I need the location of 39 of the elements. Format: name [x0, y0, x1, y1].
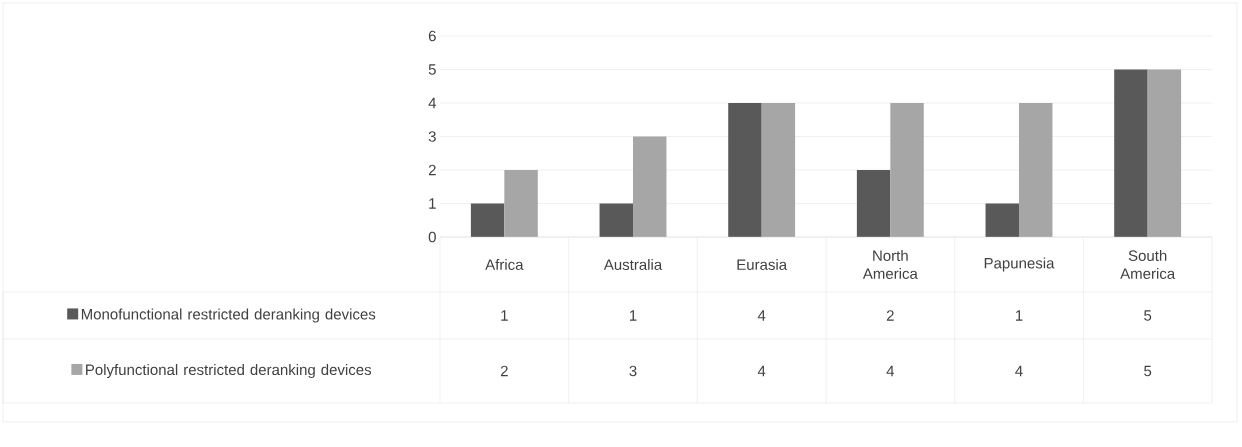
- data-label: 1: [629, 310, 637, 321]
- data-label: 2: [500, 365, 508, 377]
- bar: [1147, 69, 1182, 237]
- bar: [728, 102, 762, 237]
- legend-label: Monofunctional restricted deranking devices: [81, 308, 376, 323]
- bar: [599, 203, 634, 237]
- x-tick-label: Papunesia: [984, 257, 1055, 272]
- x-tick-label: North America: [862, 249, 918, 279]
- data-label: 3: [629, 365, 637, 377]
- y-tick-label: 2: [428, 164, 436, 176]
- x-tick-label: South America: [1120, 249, 1176, 279]
- bar: [1018, 102, 1053, 237]
- bar: [985, 203, 1019, 237]
- bar: [761, 102, 796, 237]
- data-label: 4: [1015, 365, 1023, 377]
- bar: [1114, 69, 1148, 237]
- y-tick-label: 6: [428, 30, 436, 42]
- x-tick-label: Eurasia: [737, 258, 788, 270]
- legend-label: Polyfunctional restricted deranking devices: [86, 364, 372, 379]
- data-label: 4: [757, 365, 766, 377]
- y-tick-label: 5: [428, 64, 436, 75]
- data-label: 5: [1144, 310, 1152, 321]
- x-tick-label: Australia: [603, 258, 663, 270]
- y-tick-label: 1: [429, 198, 436, 209]
- bar: [504, 169, 538, 237]
- data-label: 5: [1144, 365, 1152, 377]
- bar: [856, 169, 891, 237]
- bar: [470, 203, 505, 237]
- data-label: 2: [886, 310, 894, 321]
- x-tick-label: Africa: [485, 258, 524, 270]
- data-label: 1: [501, 310, 508, 321]
- data-label: 4: [757, 310, 766, 321]
- bar: [890, 102, 924, 237]
- y-tick-label: 0: [428, 231, 436, 243]
- data-label: 1: [1015, 310, 1023, 321]
- y-tick-label: 3: [428, 131, 436, 142]
- y-tick-label: 4: [428, 97, 437, 109]
- data-label: 4: [886, 365, 895, 377]
- bar: [633, 136, 667, 237]
